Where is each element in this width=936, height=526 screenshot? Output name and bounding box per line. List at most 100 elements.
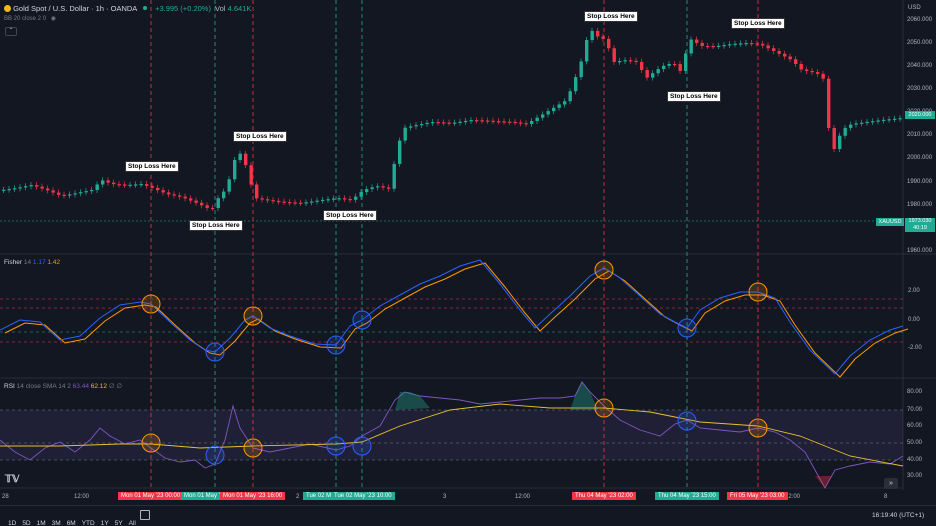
symbol-header[interactable]: Gold Spot / U.S. Dollar · 1h · OANDA +3.… <box>4 4 251 13</box>
chart-canvas[interactable] <box>0 0 936 500</box>
fisher-name: Fisher <box>4 259 23 266</box>
candle-body <box>799 64 803 70</box>
signal-circle <box>243 306 263 326</box>
candle-body <box>453 122 457 124</box>
candle-body <box>205 205 209 208</box>
time-tick: 12:00 <box>515 494 531 500</box>
scroll-to-realtime-button[interactable]: » <box>884 478 898 489</box>
candle-body <box>706 46 710 48</box>
candle-body <box>128 184 132 186</box>
rsi-band <box>0 410 903 460</box>
candle-body <box>222 191 226 199</box>
candle-body <box>821 73 825 79</box>
collapse-legend-button[interactable]: ⌃ <box>5 27 17 36</box>
gold-logo-icon <box>4 5 11 12</box>
signal-circle <box>594 260 614 280</box>
candle-body <box>557 104 561 108</box>
clock[interactable]: 16:19:40 (UTC+1) <box>872 512 925 519</box>
currency-label[interactable]: USD <box>908 5 921 11</box>
stop-loss-label: Stop Loss Here <box>584 11 638 22</box>
timeframe-selector: 1D 5D 1M 3M 6M YTD 1Y 5Y All <box>8 512 142 526</box>
candle-body <box>414 125 418 127</box>
timeframe-1y[interactable]: 1Y <box>100 520 109 526</box>
candle-body <box>161 190 165 193</box>
candle-body <box>420 124 424 126</box>
candle-body <box>282 201 286 203</box>
candle-body <box>79 192 83 194</box>
candle-body <box>409 126 413 128</box>
candle-body <box>101 180 105 185</box>
candle-body <box>667 64 671 66</box>
candle-body <box>607 38 611 49</box>
candle-body <box>733 43 737 45</box>
candle-body <box>623 60 627 62</box>
timeframe-5d[interactable]: 5D <box>22 520 31 526</box>
candle-body <box>200 202 204 206</box>
candle-body <box>508 121 512 123</box>
candle-body <box>711 46 715 48</box>
signal-circle <box>352 436 372 456</box>
timeframe-all[interactable]: All <box>128 520 136 526</box>
candle-body <box>458 121 462 123</box>
candle-body <box>629 60 633 62</box>
signal-circle <box>243 438 263 458</box>
calendar-icon[interactable] <box>140 510 150 520</box>
rsi-legend[interactable]: RSI 14 close SMA 14 2 63.44 62.12 ∅ ∅ <box>4 382 122 390</box>
timeframe-5y[interactable]: 5Y <box>114 520 123 526</box>
candle-body <box>266 199 270 201</box>
timeframe-3m[interactable]: 3M <box>51 520 61 526</box>
rsi-tick: 80.00 <box>907 389 923 395</box>
stop-loss-label: Stop Loss Here <box>189 220 243 231</box>
candle-body <box>255 184 259 199</box>
signal-circle <box>677 411 697 431</box>
indicator-legend[interactable]: BB 20 close 2 0 ◉ <box>4 15 56 22</box>
candle-body <box>62 194 66 196</box>
candle-body <box>832 128 836 149</box>
candle-body <box>293 202 297 204</box>
candle-body <box>260 198 264 200</box>
stop-loss-label: Stop Loss Here <box>667 91 721 102</box>
candle-body <box>40 186 44 189</box>
candle-body <box>277 200 281 203</box>
candle-body <box>722 45 726 47</box>
candle-body <box>18 187 22 189</box>
signal-circle <box>748 418 768 438</box>
candle-body <box>7 189 11 191</box>
time-tag: Fri 05 May '23 03:00 <box>727 492 788 500</box>
time-tag: Mon 01 May '23 00:00 <box>118 492 184 500</box>
timeframe-ytd[interactable]: YTD <box>81 520 95 526</box>
timeframe-6m[interactable]: 6M <box>66 520 76 526</box>
candle-body <box>172 194 176 196</box>
timeframe-1d[interactable]: 1D <box>8 520 17 526</box>
candle-body <box>68 194 72 196</box>
candle-body <box>189 198 193 201</box>
candle-body <box>123 184 127 186</box>
signal-circle <box>326 335 346 355</box>
candle-body <box>249 165 253 185</box>
candle-body <box>887 119 891 121</box>
candle-body <box>865 121 869 124</box>
candle-body <box>387 187 391 189</box>
timeframe-1m[interactable]: 1M <box>36 520 46 526</box>
candle-body <box>95 184 99 190</box>
candle-body <box>359 192 363 197</box>
fisher-line <box>0 259 904 375</box>
tradingview-logo-icon[interactable]: 𝕋𝕍 <box>5 474 20 485</box>
bottom-toolbar: 1D 5D 1M 3M 6M YTD 1Y 5Y All 16:19:40 (UTC+1) <box>0 505 936 526</box>
time-tag: Tue 02 May '23 10:00 <box>331 492 395 500</box>
fisher-tick: -2.00 <box>908 345 922 351</box>
candle-body <box>590 30 594 40</box>
eye-icon[interactable]: ◉ <box>50 16 56 22</box>
candle-body <box>854 123 858 125</box>
rsi-params: 14 close SMA 14 2 <box>16 383 71 390</box>
fisher-legend[interactable]: Fisher 14 1.17 1.42 <box>4 259 60 266</box>
candle-body <box>739 43 743 45</box>
candle-body <box>315 200 319 202</box>
candle-body <box>805 69 809 71</box>
candle-body <box>662 65 666 70</box>
candle-body <box>761 43 765 46</box>
rsi-val2: 62.12 <box>90 383 108 390</box>
candle-body <box>51 190 55 193</box>
candle-body <box>178 195 182 197</box>
